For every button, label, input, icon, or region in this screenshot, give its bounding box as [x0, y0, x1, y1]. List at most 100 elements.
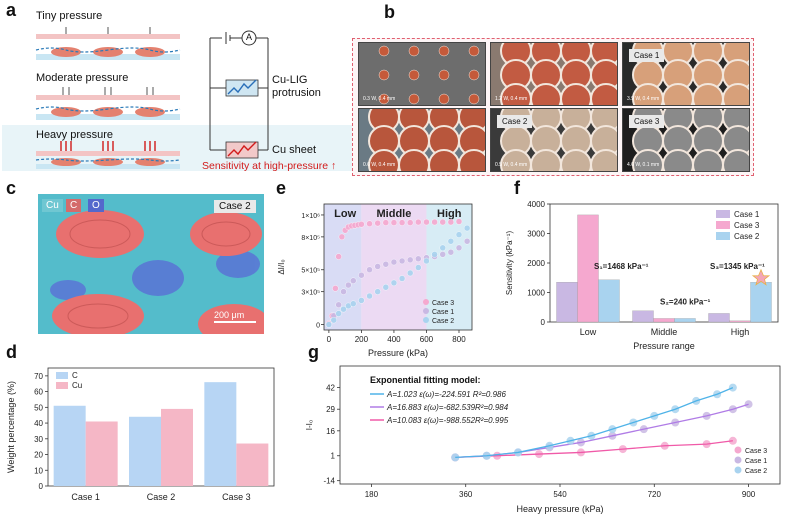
- point-case-2: [398, 275, 406, 282]
- y-tick-label: 50: [34, 403, 43, 412]
- fit-line-case-1: [455, 403, 749, 459]
- bar-c-1: [53, 405, 86, 486]
- x-axis-label: Pressure range: [633, 341, 695, 351]
- ammeter-label: A: [245, 32, 252, 42]
- point-case-2: [423, 257, 430, 265]
- bar-case-3-high: [729, 320, 751, 323]
- region-label: High: [437, 208, 462, 220]
- point-case-3: [332, 285, 339, 292]
- legend-swatch: [56, 382, 68, 389]
- point-case-2: [447, 238, 455, 245]
- point-case-2: [463, 224, 471, 232]
- y-tick-label: 60: [34, 388, 43, 397]
- heavy-stack: [35, 141, 181, 169]
- y-tick-label: 29: [326, 405, 335, 414]
- point-case-3: [398, 219, 406, 226]
- y-tick-label: 3×10⁵: [301, 290, 320, 297]
- y-tick-label: 1000: [527, 289, 545, 298]
- point-case-1: [335, 301, 342, 309]
- x-tick-label: Low: [580, 327, 597, 337]
- legend-label: Case 2: [432, 318, 454, 325]
- bar-case-3-middle: [653, 318, 675, 323]
- micrograph-6: 4.6 W, 0.1 mm Case 3: [622, 108, 750, 172]
- annotation-s2: S₂=240 kPa⁻¹: [660, 297, 711, 306]
- point-case-3: [439, 218, 446, 226]
- x-tick-label: Case 1: [71, 492, 100, 502]
- point-case-1: [463, 238, 471, 245]
- y-axis-label: ΔI/I₀: [277, 259, 286, 274]
- x-axis-label: Heavy pressure (kPa): [516, 504, 603, 514]
- point-case-1: [366, 266, 373, 273]
- y-tick-label: 70: [34, 372, 43, 381]
- fit-equation: A=16.883 ε(ω)=-682.539R²=0.984: [386, 403, 509, 412]
- point-case-2: [431, 251, 438, 258]
- x-tick-label: 600: [420, 335, 434, 344]
- legend-cu: Cu: [42, 199, 63, 212]
- y-tick-label: 0: [39, 482, 44, 491]
- micrograph-case-label: Case 2: [497, 115, 533, 128]
- edx-map-image: [38, 194, 264, 334]
- point-case-1: [374, 263, 381, 270]
- x-tick-label: 540: [553, 490, 567, 499]
- legend-label: Case 1: [432, 309, 454, 316]
- micrograph-3: 3.9 W, 0.4 mm Case 1: [622, 42, 750, 106]
- cu-lig-label: Cu-LIG protrusion: [272, 74, 321, 99]
- point-case-2: [382, 284, 390, 291]
- y-tick-label: 40: [34, 419, 43, 428]
- ammeter-icon: [241, 30, 257, 46]
- point-case-2: [330, 316, 337, 324]
- legend-marker: [423, 299, 429, 305]
- panel-label-c: c: [6, 178, 17, 198]
- bar-case-1-middle: [632, 310, 654, 323]
- x-tick-label: 400: [387, 335, 401, 344]
- case-label: Case 2: [214, 200, 256, 213]
- micrograph-caption: 4.6 W, 0.1 mm: [627, 162, 660, 168]
- bar-case-3-low: [577, 214, 599, 323]
- point-case-1: [447, 249, 455, 256]
- x-tick-label: 200: [355, 335, 369, 344]
- x-tick-label: 800: [452, 335, 466, 344]
- x-tick-label: High: [731, 327, 750, 337]
- fit-line-case-3: [455, 440, 733, 459]
- point-case-2: [728, 383, 737, 392]
- point-case-1: [350, 277, 357, 284]
- point-case-3: [390, 219, 398, 226]
- legend-marker: [734, 456, 742, 464]
- point-case-2: [415, 264, 422, 271]
- cu-sheet-label: Cu sheet: [272, 144, 317, 156]
- y-tick-label: 30: [34, 435, 43, 444]
- panel-label-d: d: [6, 342, 17, 362]
- panel-label-a: a: [6, 0, 17, 20]
- x-tick-label: 360: [459, 490, 473, 499]
- bar-cu-1: [85, 421, 118, 486]
- legend-label: Case 3: [745, 448, 767, 455]
- sensitivity-note: Sensitivity at high-pressure ↑: [202, 160, 337, 172]
- point-case-3: [447, 218, 455, 226]
- y-axis-label: I-I₀: [305, 420, 314, 430]
- y-axis-label: Weight percentage (%): [6, 381, 16, 473]
- micrograph-2: 1.2 W, 0.4 mm: [490, 42, 618, 106]
- y-tick-label: 2000: [527, 259, 545, 268]
- x-tick-label: 900: [742, 490, 756, 499]
- point-case-3: [382, 219, 390, 226]
- legend-marker: [734, 446, 742, 454]
- legend-swatch: [716, 232, 730, 240]
- plot-frame: [323, 203, 473, 331]
- legend-label: Case 3: [734, 221, 760, 230]
- x-tick-label: 720: [648, 490, 662, 499]
- y-tick-label: 42: [326, 384, 335, 393]
- annotation-s1: S₁=1468 kPa⁻¹: [594, 262, 649, 271]
- cu-sheet-resistor: [225, 141, 259, 159]
- point-case-3: [455, 218, 463, 225]
- y-tick-label: 16: [326, 427, 335, 436]
- y-tick-label: -14: [323, 477, 335, 486]
- y-axis-label: Sensitivity (kPa⁻¹): [505, 231, 514, 296]
- y-tick-label: 3000: [527, 230, 545, 239]
- moderate-stack: [35, 87, 181, 120]
- point-case-1: [345, 281, 352, 289]
- point-case-1: [340, 288, 347, 295]
- micrograph-caption: 0.5 W, 0.4 mm: [495, 162, 528, 168]
- x-axis-label: Pressure (kPa): [368, 348, 428, 358]
- bar-c-2: [129, 416, 161, 486]
- point-case-2: [350, 300, 357, 307]
